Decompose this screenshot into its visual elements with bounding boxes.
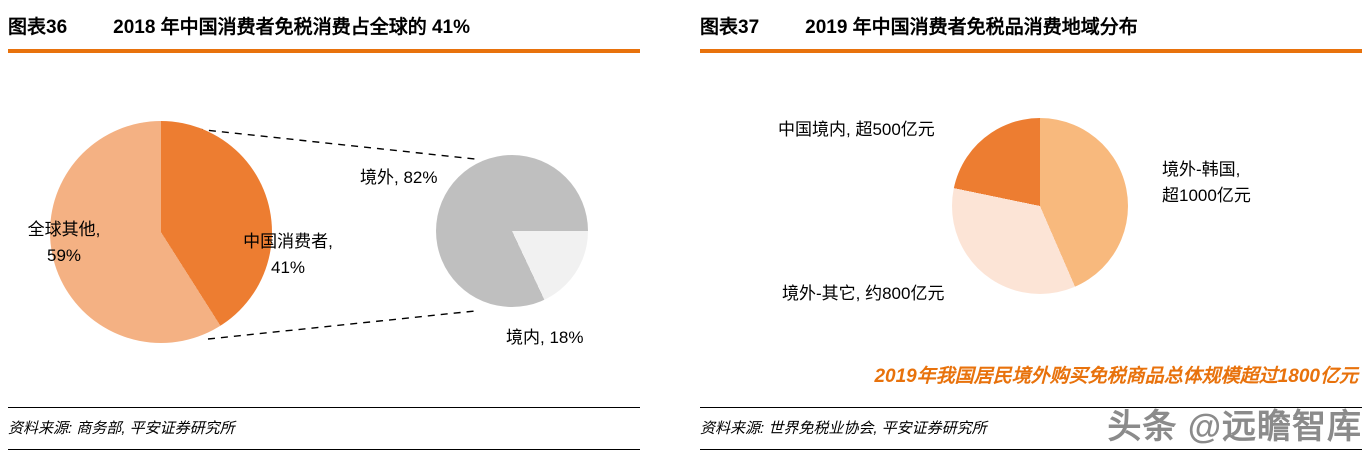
total-scale-annotation: 2019年我国居民境外购买免税商品总体规模超过1800亿元 [874, 366, 1358, 387]
label-overseas: 境外, 82% [360, 168, 438, 187]
figure-36-panel: 图表36 2018 年中国消费者免税消费占全球的 41% 全球其他, 59% 中… [8, 0, 640, 454]
figure-36-header: 图表36 2018 年中国消费者免税消费占全球的 41% [8, 0, 640, 53]
region-pie-chart: 中国境内, 超500亿元 境外-韩国, 超1000亿元 境外-其它, 约800亿… [700, 53, 1362, 401]
label-china-consumers: 中国消费者, 41% [243, 232, 333, 277]
watermark: 头条 @远瞻智库 [1107, 408, 1362, 446]
figure-36-source: 资料来源: 商务部, 平安证券研究所 [8, 407, 640, 450]
figure-36-label: 图表36 [8, 17, 68, 38]
label-china-domestic: 中国境内, 超500亿元 [778, 120, 935, 139]
main-pie [50, 121, 272, 343]
secondary-pie [436, 155, 588, 307]
figure-37-title: 2019 年中国消费者免税品消费地域分布 [805, 17, 1138, 38]
pie-of-pie-chart: 全球其他, 59% 中国消费者, 41% 境外, 82% 境内, 18% [8, 53, 640, 401]
figure-37-panel: 图表37 2019 年中国消费者免税品消费地域分布 中国境内, 超500亿元 境… [700, 0, 1362, 454]
label-global-other: 全球其他, 59% [27, 220, 101, 265]
label-overseas-other: 境外-其它, 约800亿元 [782, 284, 945, 303]
label-domestic: 境内, 18% [506, 328, 584, 347]
figure-37-source: 资料来源: 世界免税业协会, 平安证券研究所 [700, 407, 1362, 450]
figure-37-header: 图表37 2019 年中国消费者免税品消费地域分布 [700, 0, 1362, 53]
region-pie [952, 118, 1128, 294]
figure-37-label: 图表37 [700, 17, 760, 38]
label-overseas-korea: 境外-韩国, 超1000亿元 [1162, 160, 1251, 205]
figure-36-title: 2018 年中国消费者免税消费占全球的 41% [113, 17, 470, 38]
